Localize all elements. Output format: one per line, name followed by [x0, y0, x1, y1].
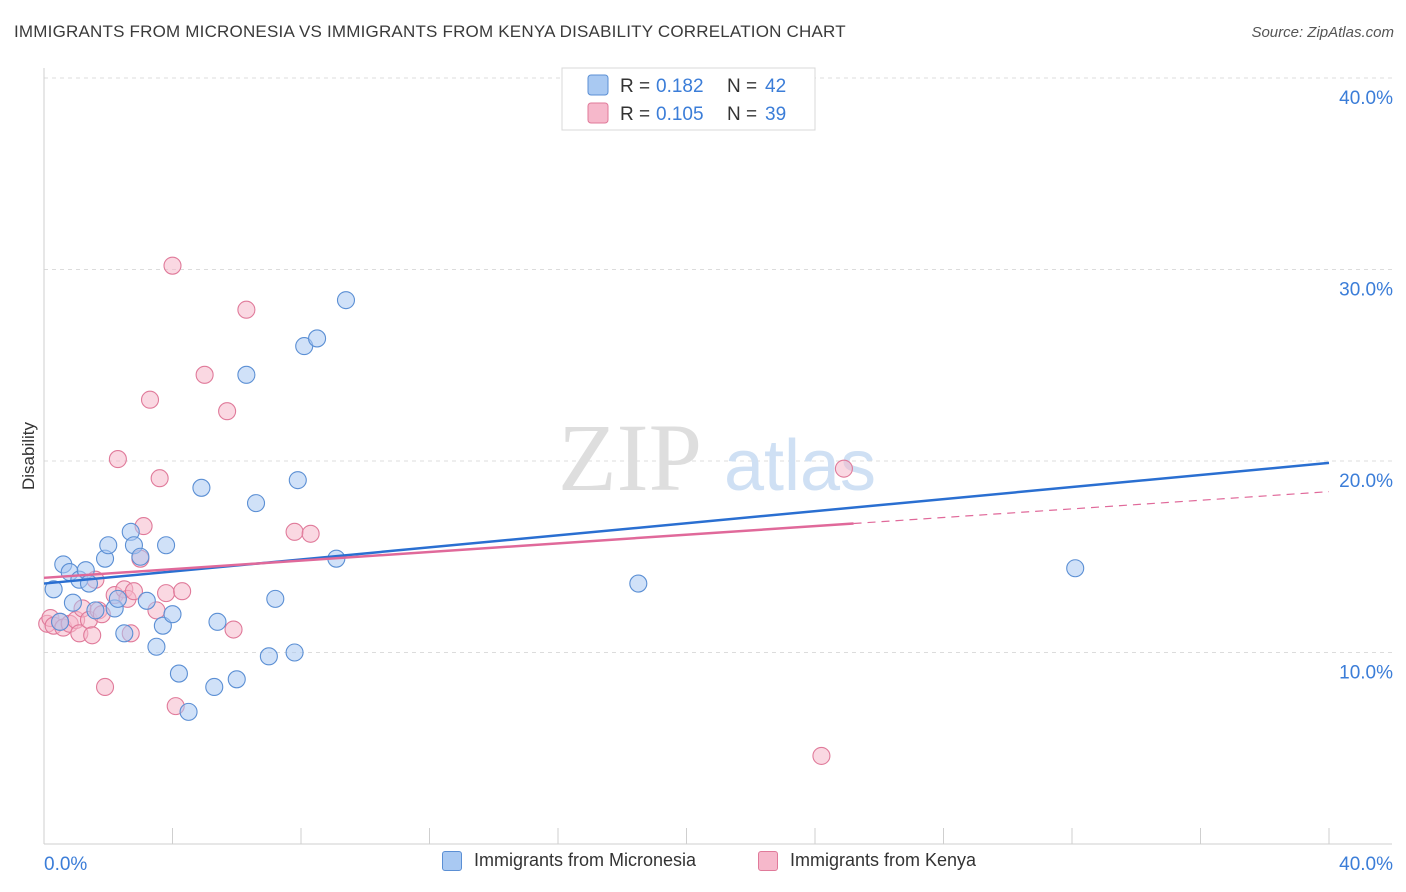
micronesia-point: [266, 589, 285, 608]
kenya-point: [163, 256, 182, 275]
micronesia-point: [288, 471, 307, 490]
micronesia-point: [308, 329, 327, 348]
micronesia-point: [147, 637, 166, 656]
micronesia-point: [63, 593, 82, 612]
micronesia-point: [131, 547, 150, 566]
kenya-point: [173, 582, 192, 601]
trend-line-kenya-dashed: [853, 491, 1330, 525]
micronesia-point: [237, 365, 256, 384]
y-tick-label: 10.0%: [1339, 663, 1393, 684]
kenya-point: [140, 390, 160, 409]
kenya-point: [285, 522, 304, 541]
micronesia-point: [115, 624, 134, 643]
micronesia-point: [227, 670, 246, 689]
trend-line-kenya: [43, 522, 854, 580]
micronesia-point: [108, 589, 127, 608]
legend-label-micronesia: Immigrants from Micronesia: [474, 850, 697, 870]
micronesia-point: [137, 591, 156, 610]
micronesia-point: [629, 574, 648, 593]
kenya-point: [83, 626, 102, 645]
kenya-point: [95, 677, 115, 697]
y-tick-label: 40.0%: [1339, 88, 1393, 109]
legend-n-value: 42: [765, 76, 786, 97]
legend-r-value: 0.105: [656, 104, 704, 125]
watermark: ZIP atlas: [558, 404, 876, 511]
y-tick-label: 20.0%: [1339, 471, 1393, 492]
micronesia-point: [259, 647, 278, 666]
kenya-point: [218, 402, 237, 421]
micronesia-point: [157, 536, 176, 555]
legend-item-micronesia: Immigrants from Micronesia: [442, 850, 696, 871]
legend-r-label: R =: [620, 76, 650, 97]
kenya-point: [195, 365, 214, 384]
kenya-point: [157, 584, 176, 603]
grid-lines: [44, 77, 1392, 653]
legend-swatch-micronesia: [442, 850, 462, 871]
micronesia-point: [208, 612, 227, 631]
legend-swatch-kenya: [758, 850, 778, 871]
kenya-point: [108, 450, 127, 469]
y-axis-label: Disability: [19, 421, 38, 490]
micronesia-point: [44, 580, 63, 599]
tick-labels: 10.0% 20.0% 30.0% 40.0% 0.0% 40.0%: [44, 88, 1393, 875]
legend-swatch-micronesia: [587, 74, 609, 96]
micronesia-point: [169, 664, 188, 683]
legend-n-label: N =: [727, 104, 757, 125]
micronesia-point: [179, 702, 198, 721]
micronesia-point: [336, 291, 356, 310]
legend-r-label: R =: [620, 104, 650, 125]
legend-n-value: 39: [765, 104, 786, 125]
x-tick-label: 0.0%: [44, 854, 87, 875]
kenya-point: [150, 469, 169, 488]
watermark-zip: ZIP: [558, 404, 702, 511]
micronesia-point: [1066, 559, 1085, 578]
chart-title: IMMIGRANTS FROM MICRONESIA VS IMMIGRANTS…: [14, 22, 846, 41]
source-credit: Source: ZipAtlas.com: [1251, 24, 1394, 41]
micronesia-point: [86, 601, 105, 620]
micronesia-point: [51, 612, 70, 631]
micronesia-point: [163, 605, 182, 624]
series-kenya-points: [38, 256, 853, 765]
legend-label-kenya: Immigrants from Kenya: [790, 850, 977, 870]
legend-n-label: N =: [727, 76, 757, 97]
micronesia-point: [285, 643, 304, 662]
kenya-point: [301, 524, 320, 543]
legend-swatch-kenya: [587, 102, 609, 124]
watermark-atlas: atlas: [724, 426, 876, 506]
x-tick-label: 40.0%: [1339, 854, 1393, 875]
trend-lines: [43, 461, 1330, 585]
micronesia-point: [99, 536, 118, 555]
kenya-point: [224, 620, 243, 639]
micronesia-point: [192, 478, 211, 497]
micronesia-point: [205, 677, 224, 697]
y-tick-label: 30.0%: [1339, 280, 1393, 301]
kenya-point: [834, 459, 853, 478]
legend-r-value: 0.182: [656, 76, 704, 97]
kenya-point: [812, 746, 831, 765]
axes: [43, 68, 1392, 845]
legend-item-kenya: Immigrants from Kenya: [758, 850, 976, 871]
kenya-point: [237, 300, 256, 319]
kenya-point: [124, 582, 143, 601]
legend-bottom: Immigrants from Micronesia Immigrants fr…: [0, 850, 1406, 880]
micronesia-point: [246, 494, 266, 513]
legend-top: R = 0.182 N = 42 R = 0.105 N = 39: [561, 67, 816, 131]
